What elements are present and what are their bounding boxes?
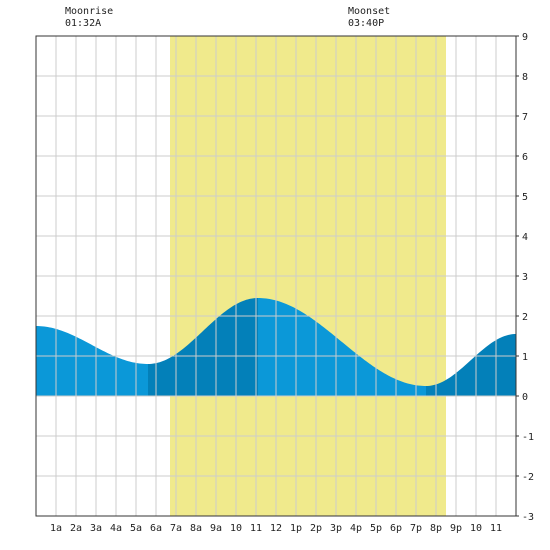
y-tick-label: 8 <box>522 72 528 83</box>
x-tick-label: 4p <box>350 523 362 534</box>
x-tick-label: 5a <box>130 523 142 534</box>
x-tick-label: 2p <box>310 523 322 534</box>
x-tick-label: 2a <box>70 523 82 534</box>
x-tick-label: 3p <box>330 523 342 534</box>
moonrise-time: 01:32A <box>65 18 102 29</box>
x-tick-label: 6a <box>150 523 162 534</box>
x-tick-label: 10 <box>230 523 242 534</box>
y-tick-label: 0 <box>522 392 528 403</box>
moonset-time: 03:40P <box>348 18 385 29</box>
y-tick-label: 1 <box>522 352 528 363</box>
falling-tide-area <box>36 326 148 396</box>
x-tick-label: 11 <box>250 523 262 534</box>
frame-layer <box>35 35 519 517</box>
x-tick-label: 11 <box>490 523 502 534</box>
x-tick-label: 3a <box>90 523 102 534</box>
x-tick-label: 8p <box>430 523 442 534</box>
x-tick-label: 7p <box>410 523 422 534</box>
x-tick-label: 9p <box>450 523 462 534</box>
x-tick-label: 10 <box>470 523 482 534</box>
y-tick-label: -1 <box>522 432 534 443</box>
y-tick-label: 2 <box>522 312 528 323</box>
moonset-title: Moonset <box>348 6 391 17</box>
x-tick-label: 4a <box>110 523 122 534</box>
x-tick-label: 1a <box>50 523 62 534</box>
moonrise-label: Moonrise 01:32A <box>65 6 113 30</box>
x-tick-label: 6p <box>390 523 402 534</box>
y-tick-label: 3 <box>522 272 528 283</box>
x-tick-label: 9a <box>210 523 222 534</box>
x-tick-label: 8a <box>190 523 202 534</box>
falling-tide-area <box>258 298 426 396</box>
y-tick-label: 5 <box>522 192 528 203</box>
x-tick-label: 7a <box>170 523 182 534</box>
x-tick-label: 12 <box>270 523 282 534</box>
x-tick-label: 5p <box>370 523 382 534</box>
y-tick-label: 6 <box>522 152 528 163</box>
rising-tide-area <box>426 334 516 396</box>
y-tick-label: -3 <box>522 512 534 523</box>
y-tick-label: 7 <box>522 112 528 123</box>
y-tick-label: 4 <box>522 232 528 243</box>
y-tick-label: 9 <box>522 32 528 43</box>
moonset-label: Moonset 03:40P <box>348 6 390 30</box>
moonrise-title: Moonrise <box>65 6 114 17</box>
x-tick-label: 1p <box>290 523 302 534</box>
y-tick-label: -2 <box>522 472 534 483</box>
